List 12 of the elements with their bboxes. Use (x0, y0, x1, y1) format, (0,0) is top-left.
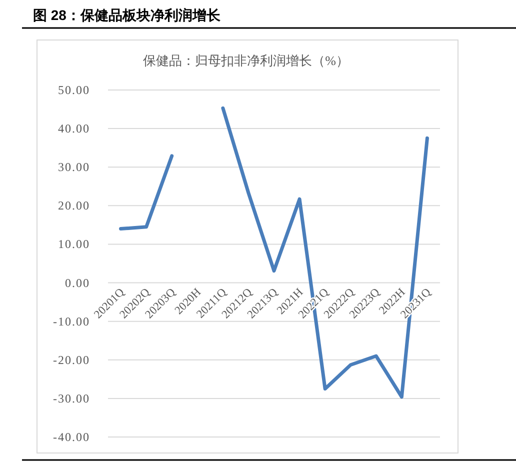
y-tick-label: 40.00 (58, 122, 90, 136)
y-tick-label: 50.00 (58, 83, 90, 97)
y-tick-label: 10.00 (58, 237, 90, 252)
y-tick-label: -40.00 (53, 430, 90, 444)
y-tick-label: -20.00 (53, 352, 90, 367)
y-tick-label: -10.00 (53, 314, 90, 328)
y-tick-label: 0.00 (65, 276, 90, 290)
y-tick-label: 30.00 (58, 160, 90, 174)
chart-subtitle: 保健品：归母扣非净利润增长（%） (143, 53, 349, 68)
y-tick-label: 20.00 (58, 198, 90, 213)
chart-title: 图 28：保健品板块净利润增长 (33, 7, 222, 23)
y-tick-label: -30.00 (53, 391, 90, 406)
